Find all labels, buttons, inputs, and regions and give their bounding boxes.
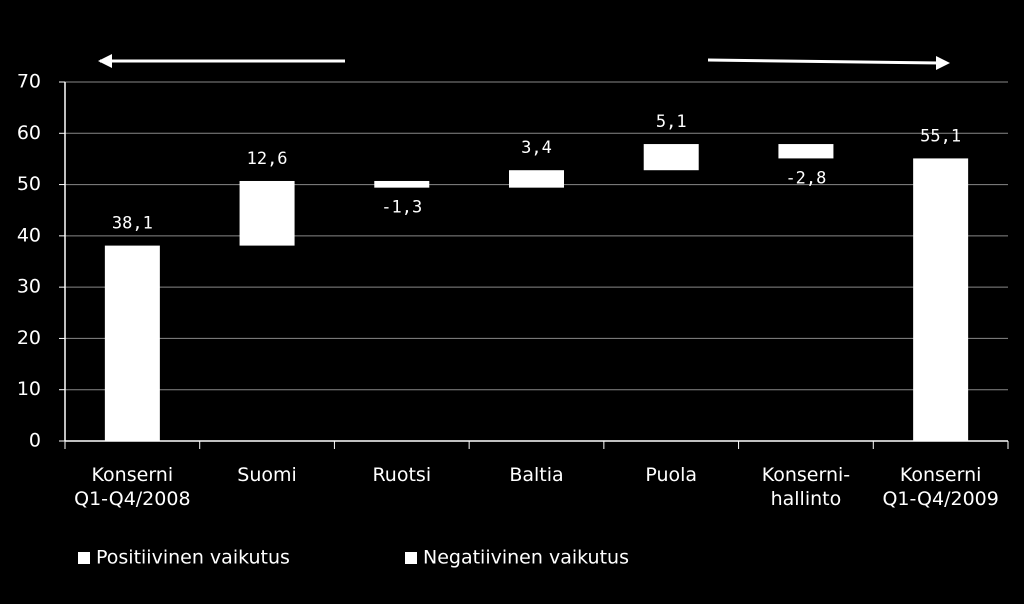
x-tick-label: Konserni Q1-Q4/2009 [882, 464, 999, 510]
y-tick-label: 20 [17, 327, 41, 349]
legend-swatch [78, 552, 90, 564]
bar [643, 144, 699, 171]
y-tick-label: 10 [17, 378, 41, 400]
x-tick-label: Konserni- hallinto [761, 464, 851, 510]
value-label: 12,6 [247, 149, 288, 169]
x-tick-label: Suomi [237, 464, 297, 486]
value-label: -1,3 [381, 198, 422, 218]
legend-label: Negatiivinen vaikutus [423, 547, 629, 569]
bar [374, 180, 430, 188]
bar [239, 180, 295, 246]
x-tick-label: Puola [645, 464, 698, 486]
arrow-head [98, 54, 112, 68]
value-label: 38,1 [112, 214, 153, 234]
value-label: 55,1 [920, 126, 961, 146]
x-tick-label: Ruotsi [372, 464, 432, 486]
value-label: 3,4 [521, 138, 552, 158]
arrow [707, 58, 941, 65]
x-tick-label: Baltia [509, 464, 564, 486]
arrow-head [936, 56, 950, 70]
y-tick-label: 30 [17, 276, 41, 298]
bar [104, 245, 160, 441]
bar [778, 144, 834, 159]
y-tick-label: 40 [17, 224, 41, 246]
y-tick-label: 50 [17, 173, 41, 195]
x-tick-label: Konserni Q1-Q4/2008 [74, 464, 191, 510]
value-label: 5,1 [656, 112, 687, 132]
legend-label: Positiivinen vaikutus [96, 547, 290, 569]
bar [509, 170, 564, 188]
y-tick-label: 60 [17, 122, 41, 144]
y-tick-label: 0 [29, 430, 41, 452]
legend-swatch [405, 552, 417, 564]
y-tick-label: 70 [17, 71, 41, 93]
value-label: -2,8 [785, 168, 826, 188]
bar [913, 158, 969, 441]
